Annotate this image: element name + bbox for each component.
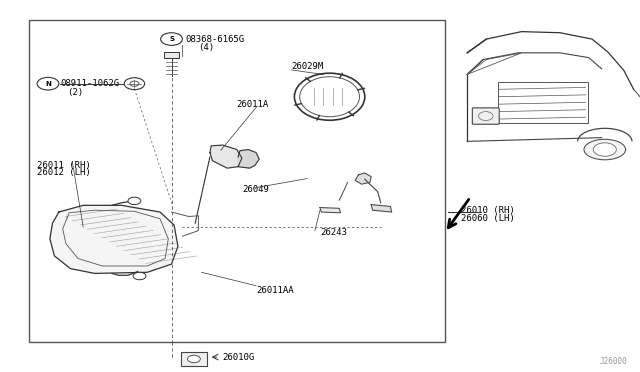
Bar bbox=[498, 82, 588, 123]
Circle shape bbox=[133, 272, 146, 280]
Text: 26029M: 26029M bbox=[291, 62, 323, 71]
Text: 08911-1062G: 08911-1062G bbox=[60, 79, 119, 88]
Circle shape bbox=[124, 78, 145, 90]
Text: 26243: 26243 bbox=[320, 228, 347, 237]
Circle shape bbox=[37, 77, 59, 90]
Polygon shape bbox=[320, 208, 340, 213]
FancyBboxPatch shape bbox=[472, 108, 499, 124]
Bar bbox=[29, 20, 445, 342]
Circle shape bbox=[130, 81, 139, 86]
Text: (4): (4) bbox=[198, 43, 214, 52]
Polygon shape bbox=[355, 173, 371, 184]
Text: J26000: J26000 bbox=[600, 357, 627, 366]
Circle shape bbox=[161, 33, 182, 45]
Polygon shape bbox=[238, 150, 259, 168]
Text: 26011A: 26011A bbox=[237, 100, 269, 109]
Polygon shape bbox=[371, 205, 392, 212]
Text: 26012 (LH): 26012 (LH) bbox=[37, 169, 91, 177]
Text: 26060 (LH): 26060 (LH) bbox=[461, 214, 515, 223]
Text: 26010 (RH): 26010 (RH) bbox=[461, 206, 515, 215]
Text: 08368-6165G: 08368-6165G bbox=[186, 35, 244, 44]
Polygon shape bbox=[50, 205, 178, 273]
Circle shape bbox=[593, 143, 616, 156]
Polygon shape bbox=[210, 145, 242, 168]
Ellipse shape bbox=[584, 140, 625, 160]
Text: 26011 (RH): 26011 (RH) bbox=[37, 161, 91, 170]
Text: 26010G: 26010G bbox=[223, 353, 255, 362]
Text: 26049: 26049 bbox=[242, 185, 269, 194]
Circle shape bbox=[128, 197, 141, 205]
Text: 26011AA: 26011AA bbox=[256, 286, 294, 295]
Text: N: N bbox=[45, 81, 51, 87]
Circle shape bbox=[188, 355, 200, 363]
Bar bbox=[181, 352, 207, 366]
Bar bbox=[164, 52, 179, 58]
Text: S: S bbox=[169, 36, 174, 42]
Text: (2): (2) bbox=[67, 88, 83, 97]
